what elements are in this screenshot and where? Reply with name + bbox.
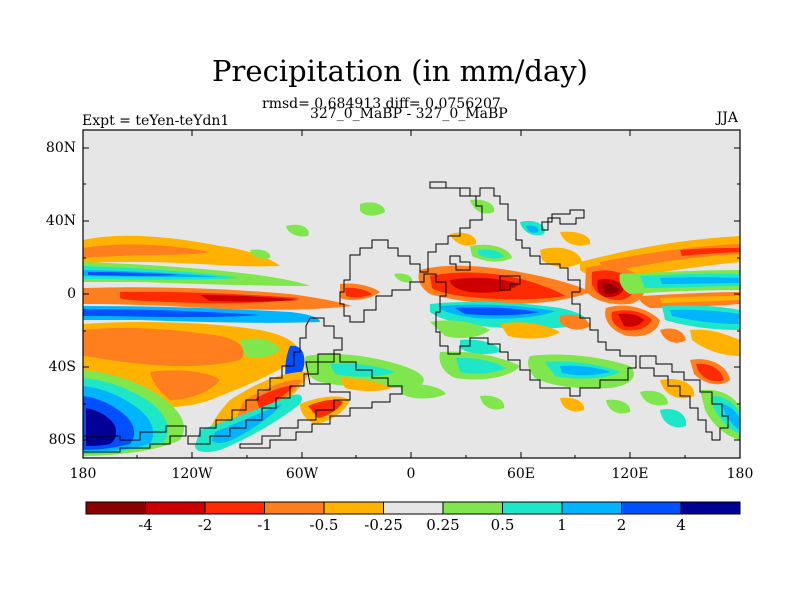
lat-tick-marks [83,147,740,441]
colorbar [85,501,741,515]
colorbar-swatch [86,502,146,514]
colorbar-swatch [205,502,265,514]
colorbar-swatch [145,502,205,514]
lat-label: 80S [48,432,76,448]
colorbar-label: -0.25 [364,516,403,534]
lon-label: 120E [611,466,649,482]
lon-label: 60W [285,466,319,482]
coastline-outlines [84,181,729,453]
lat-label: 40S [48,359,76,375]
lat-label: 80N [45,140,76,156]
colorbar-swatch [264,502,324,514]
precipitation-field [83,181,740,456]
colorbar-swatch [562,502,622,514]
colorbar-label: 0.5 [490,516,515,534]
stats-line: rmsd= 0.684913 diff= 0.0756207 [262,96,501,112]
colorbar-swatch [681,502,740,514]
colorbar-label: 1 [557,516,567,534]
colorbar-swatch [443,502,503,514]
lon-label: 60E [506,466,536,482]
colorbar-swatch [383,502,443,514]
colorbar-label: -2 [197,516,213,534]
lon-tick-marks [82,130,741,458]
colorbar-label: -0.5 [309,516,339,534]
map-title: Precipitation (in mm/day) [212,54,588,88]
colorbar-label: 0.25 [426,516,460,534]
colorbar-label: -1 [257,516,272,534]
lon-label: 0 [406,466,416,482]
colorbar-label: -4 [138,516,153,534]
colorbar-swatch [324,502,384,514]
season-label: JJA [716,110,738,126]
colorbar-swatch [621,502,681,514]
colorbar-label: 2 [616,516,627,534]
lat-label: 40N [45,213,76,229]
comparison-line: 327_0_MaBP - 327_0_MaBP [310,106,508,122]
lon-label: 180 [726,466,754,482]
colorbar-label: 4 [676,516,686,534]
lat-label: 0 [67,286,76,302]
lon-label: 180 [69,466,97,482]
experiment-label: Expt = teYen-teYdn1 [82,113,230,129]
lon-label: 120W [171,466,213,482]
colorbar-swatch [502,502,562,514]
